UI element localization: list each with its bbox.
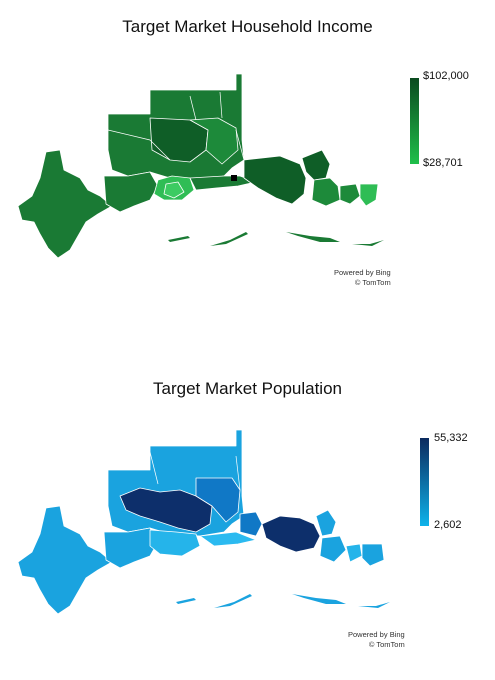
map-region-east-4[interactable] — [339, 183, 361, 205]
map-title: Target Market Household Income — [122, 17, 373, 36]
map-region-south-light[interactable] — [149, 529, 201, 557]
map-region-west[interactable] — [17, 149, 113, 259]
map-region-central-1[interactable] — [119, 487, 213, 533]
attribution-tomtom: © TomTom — [368, 640, 405, 649]
income-map-panel: Target Market Household Income $102,000 … — [0, 0, 495, 330]
map-region-far-east[interactable] — [359, 183, 379, 207]
map-region-east-3[interactable] — [319, 535, 347, 563]
map-region-east-4[interactable] — [345, 543, 363, 563]
map-region-east-3[interactable] — [311, 177, 341, 207]
map-region-west[interactable] — [17, 505, 113, 615]
income-choropleth-map — [17, 73, 384, 259]
map-island — [358, 602, 390, 608]
map-region-south-center[interactable] — [239, 511, 263, 537]
map-region-east-2[interactable] — [301, 149, 331, 181]
map-island — [176, 598, 196, 604]
map-attribution: Powered by Bing © TomTom — [348, 630, 405, 650]
population-map-panel: Target Market Population 55,332 2,602 — [0, 340, 495, 680]
map-region-central-2[interactable] — [189, 117, 239, 165]
map-island — [286, 232, 340, 242]
map-region-central-2[interactable] — [195, 477, 241, 523]
income-legend-bar — [410, 78, 419, 164]
legend-max-label: $102,000 — [423, 70, 469, 82]
map-island — [210, 232, 248, 246]
map-region-southwest[interactable] — [103, 527, 159, 569]
map-island — [352, 240, 384, 246]
map-island — [214, 594, 252, 608]
map-island — [168, 236, 190, 242]
map-island — [292, 594, 346, 604]
map-region-far-east[interactable] — [361, 543, 385, 567]
population-choropleth-map — [17, 429, 390, 615]
attribution-bing: Powered by Bing — [334, 268, 391, 277]
map-region-east-1[interactable] — [243, 155, 307, 205]
map-region-south-lighter[interactable] — [199, 531, 257, 547]
map-region-southwest[interactable] — [103, 171, 159, 213]
population-legend-bar — [420, 438, 429, 526]
legend-min-label: $28,701 — [423, 157, 463, 169]
legend-max-label: 55,332 — [434, 432, 468, 444]
map-region-east-2[interactable] — [315, 509, 337, 537]
map-region-south-center[interactable] — [189, 175, 257, 191]
map-region-east-1[interactable] — [261, 515, 321, 553]
attribution-tomtom: © TomTom — [354, 278, 391, 287]
attribution-bing: Powered by Bing — [348, 630, 405, 639]
legend-min-label: 2,602 — [434, 519, 462, 531]
map-region-south-lighter[interactable] — [163, 181, 185, 199]
map-attribution: Powered by Bing © TomTom — [334, 268, 391, 288]
map-title: Target Market Population — [153, 379, 342, 398]
